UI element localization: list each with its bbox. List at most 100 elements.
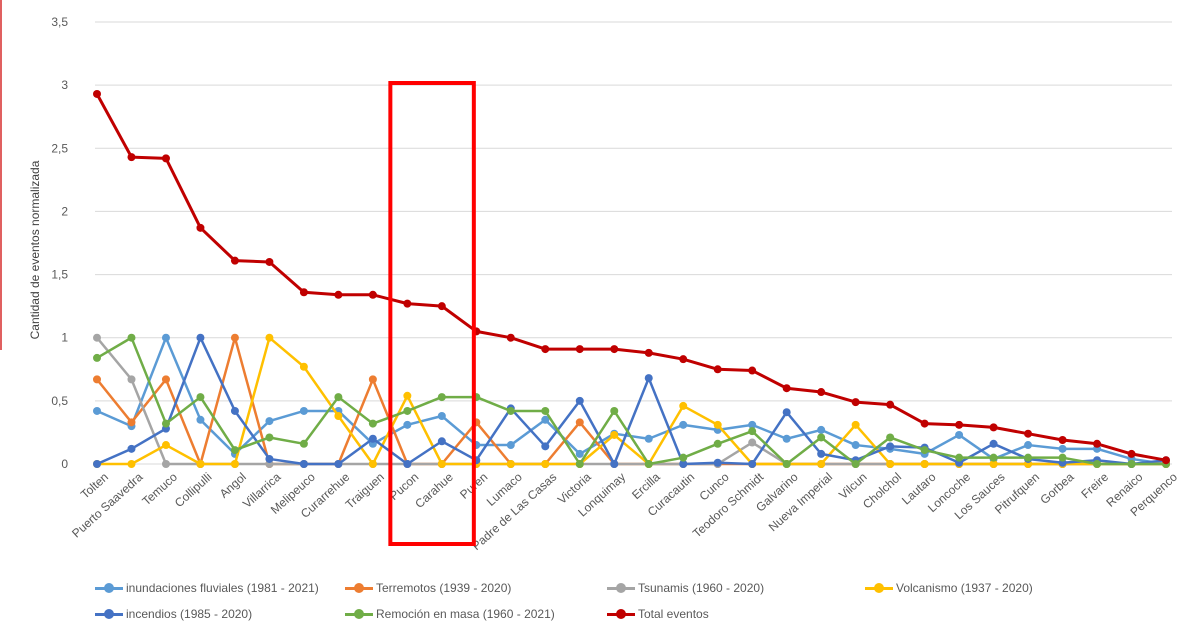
data-point (403, 406, 412, 415)
data-point (1162, 456, 1170, 465)
data-point (1058, 453, 1067, 462)
data-point (575, 449, 584, 458)
data-point (161, 333, 170, 342)
x-category-label: Carahue (412, 470, 456, 511)
data-point (334, 412, 343, 421)
data-point (610, 430, 619, 439)
legend-label: Terremotos (1939 - 2020) (376, 581, 512, 595)
data-point (161, 154, 170, 163)
data-point (437, 412, 446, 421)
legend-item: Tsunamis (1960 - 2020) (607, 581, 764, 595)
data-point (334, 290, 343, 299)
series-line (96, 336, 1166, 466)
legend-swatch (607, 582, 635, 594)
data-point (644, 348, 653, 357)
data-point (437, 437, 446, 446)
data-point (93, 89, 101, 98)
data-point (437, 460, 446, 468)
data-point (748, 420, 757, 429)
data-point (299, 288, 308, 297)
data-point (782, 384, 791, 393)
data-point (403, 391, 412, 400)
data-point (644, 434, 653, 443)
data-point (506, 441, 515, 450)
data-point (679, 401, 688, 410)
legend-label: Tsunamis (1960 - 2020) (638, 581, 765, 595)
data-point (1058, 436, 1067, 445)
data-point (575, 345, 584, 354)
data-point (1127, 449, 1136, 458)
data-point (817, 425, 826, 434)
data-point (851, 398, 860, 407)
data-point (886, 442, 895, 451)
data-point (748, 438, 757, 447)
data-point (93, 460, 101, 468)
data-point (161, 441, 170, 450)
data-point (1024, 441, 1033, 450)
data-point (541, 442, 550, 451)
data-point (817, 449, 826, 458)
data-point (265, 417, 274, 426)
data-point (989, 460, 998, 468)
data-point (1024, 453, 1033, 462)
data-point (299, 406, 308, 415)
data-point (368, 375, 377, 384)
data-point (644, 460, 653, 468)
legend-item: inundaciones fluviales (1981 - 2021) (95, 581, 319, 595)
data-point (575, 396, 584, 405)
data-point (748, 427, 757, 436)
data-point (989, 423, 998, 432)
data-point (610, 406, 619, 415)
y-tick-label: 2 (61, 204, 68, 218)
y-tick-label: 3,5 (51, 15, 68, 29)
data-point (851, 460, 860, 468)
data-point (817, 433, 826, 442)
data-point (679, 420, 688, 429)
data-point (713, 365, 722, 374)
data-point (955, 453, 964, 462)
legend-label: incendios (1985 - 2020) (126, 607, 253, 621)
data-point (713, 420, 722, 429)
data-point (368, 434, 377, 443)
data-point (437, 393, 446, 402)
data-point (955, 420, 964, 429)
data-point (230, 460, 239, 468)
legend-item: Terremotos (1939 - 2020) (345, 581, 511, 595)
data-point (403, 299, 412, 308)
data-point (817, 388, 826, 397)
data-point (886, 400, 895, 409)
data-point (196, 415, 205, 424)
data-point (851, 420, 860, 429)
series-group (93, 89, 1170, 465)
data-point (93, 406, 101, 415)
highlight-box (388, 81, 476, 546)
data-point (230, 256, 239, 265)
data-point (817, 460, 826, 468)
x-category-label: Collipulli (172, 470, 215, 510)
data-point (265, 454, 274, 463)
data-point (403, 420, 412, 429)
data-point (575, 418, 584, 427)
data-point (196, 460, 205, 468)
data-point (955, 430, 964, 439)
data-point (782, 408, 791, 417)
legend-swatch (95, 608, 123, 620)
data-point (644, 374, 653, 383)
data-point (989, 439, 998, 448)
data-point (196, 393, 205, 402)
data-point (161, 460, 170, 468)
data-point (368, 419, 377, 428)
data-point (1093, 439, 1102, 448)
legend-label: Volcanismo (1937 - 2020) (896, 581, 1033, 595)
data-point (920, 446, 929, 455)
data-point (196, 333, 205, 342)
series-line (95, 93, 1167, 462)
data-point (541, 345, 550, 354)
data-point (610, 345, 619, 354)
data-point (920, 419, 929, 428)
data-point (506, 406, 515, 415)
data-point (920, 460, 929, 468)
x-category-label: Gorbea (1037, 470, 1076, 507)
legend-item: Remoción en masa (1960 - 2021) (345, 607, 555, 621)
data-point (403, 460, 412, 468)
